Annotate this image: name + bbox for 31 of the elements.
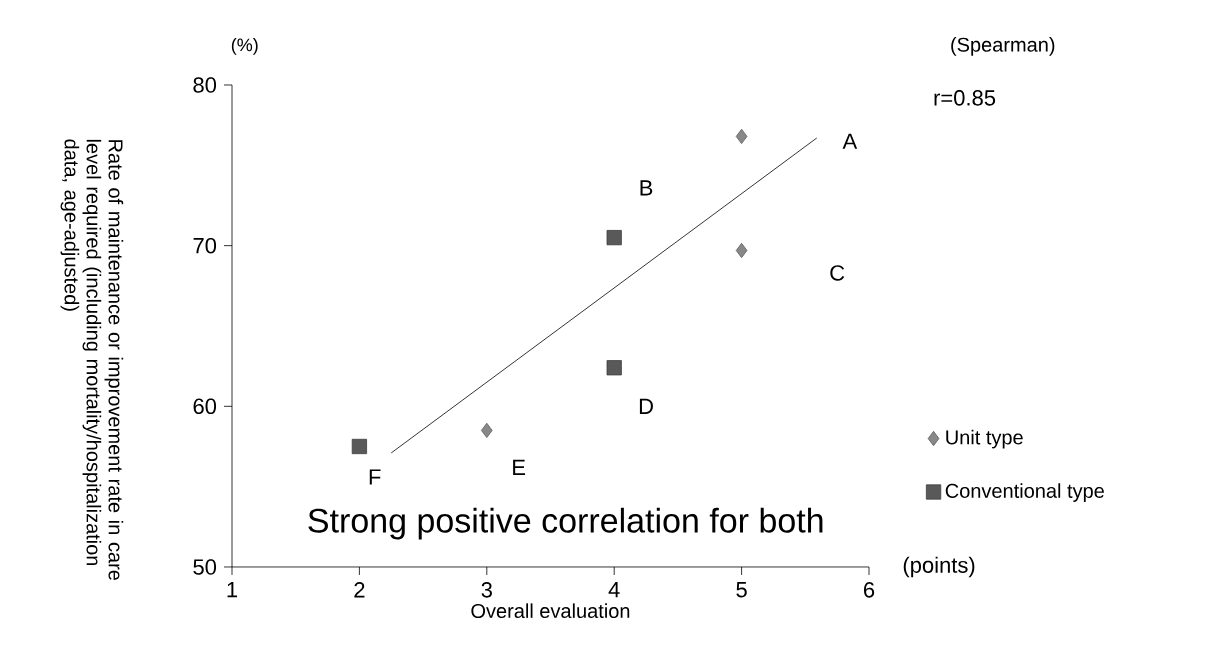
text: (%) [231, 38, 258, 55]
x-tick-label: 6 [864, 582, 875, 598]
x-tick-label: 5 [736, 582, 747, 598]
text: r=0.85 [934, 90, 996, 106]
annotation: E [513, 459, 526, 475]
y-axis-title: Rate of maintenance or improvement rate in care level required (including mortality/hospitalization data, age-adjusted) [60, 139, 124, 581]
point [735, 128, 748, 144]
point [606, 360, 622, 376]
annotation: B [640, 180, 653, 196]
annotation: A [842, 133, 858, 149]
text: (points) [903, 556, 975, 578]
point [351, 438, 368, 455]
x-tick-label: 4 [608, 582, 620, 598]
y-tick-label: 80 [193, 77, 217, 93]
annotation: F [369, 469, 381, 485]
legend-label: Conventional type [945, 483, 1104, 502]
point [735, 242, 748, 259]
annotation: Strong positive correlation for both [308, 507, 823, 540]
y-tick-label: 70 [193, 237, 217, 254]
y-tick-label: 50 [193, 559, 217, 575]
y-tick-label: 60 [193, 398, 217, 415]
x-tick-label: 1 [227, 582, 238, 598]
point [606, 230, 622, 246]
text: (Spearman) [951, 37, 1055, 56]
annotation: D [639, 398, 653, 414]
x-tick-label: 3 [481, 582, 492, 598]
legend-label: Unit type [946, 429, 1023, 449]
x-axis-title: Overall evaluation [471, 603, 630, 619]
annotation: C [830, 265, 845, 281]
x-tick-label: 2 [354, 582, 365, 598]
point [481, 422, 493, 439]
